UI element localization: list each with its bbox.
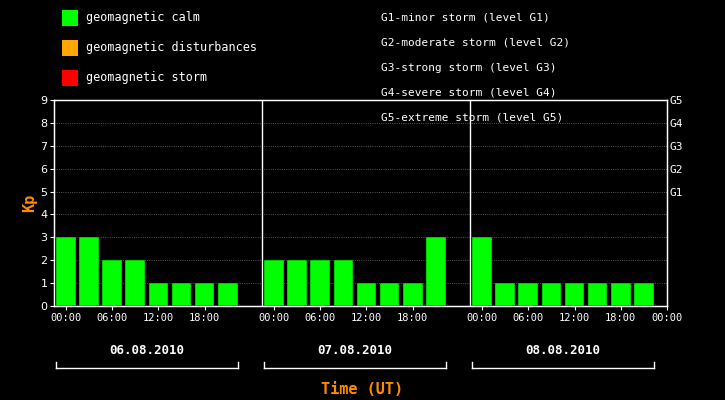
Bar: [310, 260, 330, 306]
Bar: [172, 283, 191, 306]
Bar: [403, 283, 423, 306]
Text: G1-minor storm (level G1): G1-minor storm (level G1): [381, 13, 550, 23]
Bar: [56, 237, 75, 306]
Bar: [357, 283, 376, 306]
Text: Time (UT): Time (UT): [321, 382, 404, 398]
Text: G3-strong storm (level G3): G3-strong storm (level G3): [381, 63, 556, 73]
Text: 06.08.2010: 06.08.2010: [109, 344, 184, 357]
Text: 07.08.2010: 07.08.2010: [318, 344, 392, 357]
Text: geomagnetic storm: geomagnetic storm: [86, 72, 207, 84]
Text: geomagnetic disturbances: geomagnetic disturbances: [86, 42, 257, 54]
Bar: [79, 237, 99, 306]
Bar: [264, 260, 283, 306]
Bar: [588, 283, 608, 306]
Bar: [611, 283, 631, 306]
Text: 08.08.2010: 08.08.2010: [526, 344, 600, 357]
Text: G4-severe storm (level G4): G4-severe storm (level G4): [381, 88, 556, 98]
Bar: [495, 283, 515, 306]
Bar: [149, 283, 168, 306]
Bar: [195, 283, 215, 306]
Bar: [565, 283, 584, 306]
Bar: [380, 283, 399, 306]
Text: G2-moderate storm (level G2): G2-moderate storm (level G2): [381, 38, 570, 48]
Text: geomagnetic calm: geomagnetic calm: [86, 12, 200, 24]
Bar: [426, 237, 446, 306]
Bar: [542, 283, 561, 306]
Bar: [102, 260, 122, 306]
Bar: [125, 260, 145, 306]
Bar: [218, 283, 238, 306]
Bar: [518, 283, 538, 306]
Text: G5-extreme storm (level G5): G5-extreme storm (level G5): [381, 112, 563, 122]
Bar: [334, 260, 353, 306]
Y-axis label: Kp: Kp: [22, 194, 38, 212]
Bar: [472, 237, 492, 306]
Bar: [634, 283, 654, 306]
Bar: [287, 260, 307, 306]
